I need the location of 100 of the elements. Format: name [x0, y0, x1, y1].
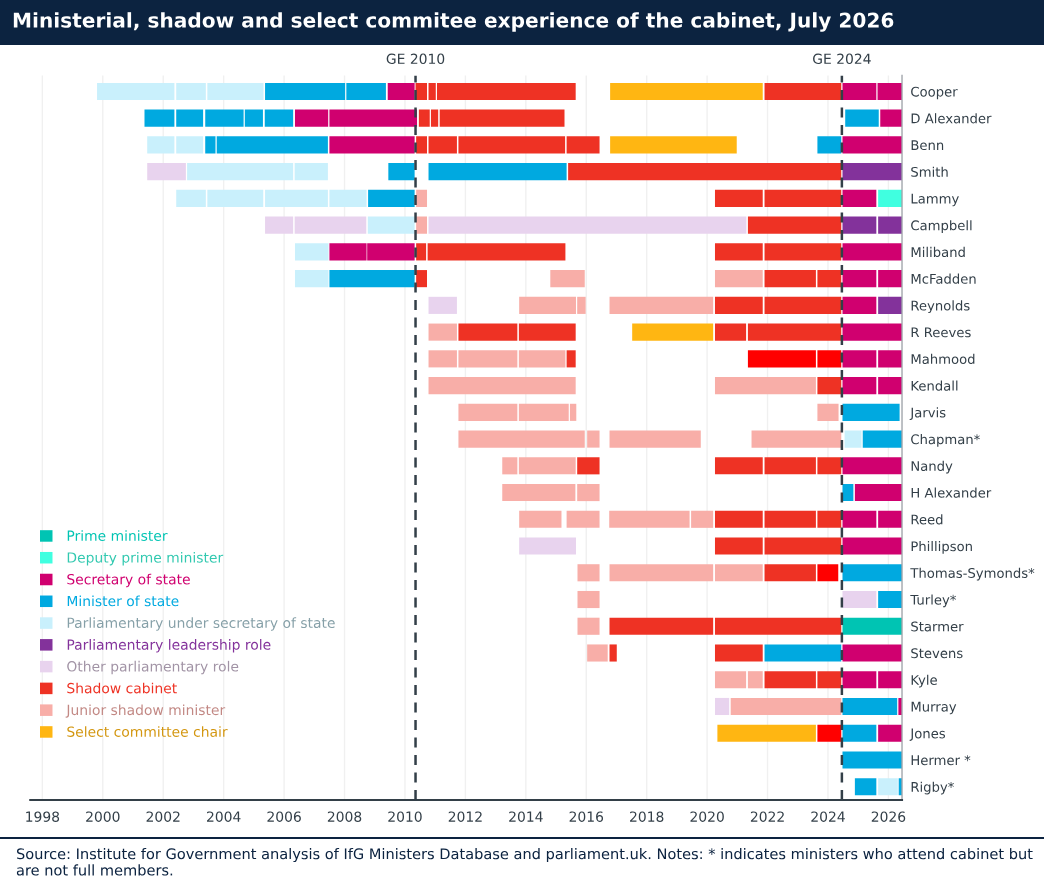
- y-tick-label: Phillipson: [911, 541, 972, 554]
- bar: [842, 697, 898, 716]
- bar: [566, 510, 600, 528]
- bar: [502, 484, 576, 502]
- y-tick-label: Lammy: [911, 193, 959, 207]
- bar: [714, 296, 763, 314]
- bar: [764, 189, 842, 207]
- bar: [577, 564, 600, 582]
- bar: [714, 189, 763, 207]
- bar: [842, 484, 854, 502]
- bar: [878, 671, 902, 689]
- bar: [842, 751, 902, 769]
- bar: [577, 617, 600, 635]
- bar: [842, 377, 877, 395]
- bar: [817, 377, 842, 395]
- bar: [764, 82, 842, 100]
- bar: [844, 430, 862, 448]
- bar: [518, 350, 566, 368]
- y-tick-label: Reed: [911, 514, 943, 525]
- bar: [577, 590, 600, 609]
- x-tick-label: 2010: [388, 811, 422, 822]
- y-tick-label: McFadden: [911, 273, 976, 284]
- bar: [714, 270, 763, 288]
- y-tick-label: Chapman*: [911, 434, 980, 447]
- bar: [176, 109, 204, 127]
- bar: [428, 296, 457, 314]
- bar: [714, 323, 747, 341]
- bar: [714, 644, 763, 662]
- bar: [842, 82, 877, 100]
- bar: [842, 510, 877, 528]
- x-tick-label: 2014: [509, 811, 543, 822]
- bar: [878, 377, 902, 395]
- bar: [518, 323, 576, 341]
- y-tick-label: Miliband: [911, 246, 965, 258]
- bar: [878, 350, 902, 368]
- bar: [294, 163, 328, 181]
- bar: [458, 403, 518, 421]
- bar: [845, 109, 879, 127]
- bar: [842, 671, 877, 689]
- bar: [730, 697, 842, 716]
- y-tick-label: Jarvis: [909, 407, 946, 420]
- bar: [842, 323, 902, 341]
- y-tick-label: Hermer *: [911, 755, 971, 766]
- bar: [714, 617, 842, 635]
- bar: [610, 136, 737, 154]
- bar: [587, 430, 600, 448]
- bar: [368, 189, 415, 207]
- y-tick-label: Kendall: [911, 380, 958, 391]
- legend-label: Shadow cabinet: [67, 682, 177, 694]
- y-tick-label: Benn: [911, 140, 944, 151]
- bar: [854, 778, 877, 796]
- bar: [568, 163, 842, 181]
- bar: [97, 82, 175, 100]
- x-tick-label: 1998: [26, 811, 60, 822]
- bar: [842, 564, 902, 582]
- bar: [458, 430, 585, 448]
- x-tick-label: 2008: [327, 811, 362, 822]
- bar: [609, 564, 714, 582]
- bar: [550, 270, 585, 288]
- y-tick-label: Cooper: [911, 86, 958, 100]
- legend-label: Secretary of state: [67, 573, 190, 588]
- bar: [842, 163, 902, 181]
- y-tick-label: Smith: [911, 166, 948, 177]
- x-tick-label: 2022: [750, 811, 784, 822]
- bar: [842, 136, 902, 154]
- y-tick-label: Murray: [911, 701, 957, 715]
- legend-label: Junior shadow minister: [65, 704, 226, 718]
- legend-label: Minister of state: [67, 595, 179, 607]
- y-tick-label: H Alexander: [911, 487, 992, 498]
- ref-line-label: GE 2010: [386, 53, 445, 65]
- legend-label: Other parliamentary role: [67, 660, 239, 675]
- bar: [427, 243, 566, 261]
- bar: [842, 350, 877, 368]
- bar: [817, 564, 839, 582]
- bar: [842, 457, 902, 475]
- bar: [632, 323, 714, 341]
- bar: [714, 377, 816, 395]
- bar: [439, 109, 565, 127]
- bar: [878, 778, 898, 796]
- bar: [587, 644, 608, 662]
- y-tick-label: R Reeves: [911, 327, 971, 338]
- x-tick-label: 2024: [811, 811, 845, 822]
- bar: [566, 350, 576, 368]
- bar: [878, 216, 902, 234]
- bar: [862, 430, 902, 448]
- x-tick-label: 2016: [569, 811, 604, 822]
- bar: [842, 724, 877, 742]
- bar: [714, 510, 763, 528]
- legend-label: Prime minister: [67, 530, 168, 541]
- bar: [842, 537, 902, 555]
- bar: [416, 189, 428, 207]
- bar: [714, 537, 763, 555]
- bar: [747, 671, 763, 689]
- x-tick-label: 2002: [146, 811, 180, 822]
- y-tick-label: Rigby*: [911, 781, 954, 795]
- bar: [518, 457, 576, 475]
- bar: [878, 296, 902, 314]
- y-tick-label: Reynolds: [911, 300, 970, 314]
- bar: [764, 296, 842, 314]
- bar: [854, 484, 902, 502]
